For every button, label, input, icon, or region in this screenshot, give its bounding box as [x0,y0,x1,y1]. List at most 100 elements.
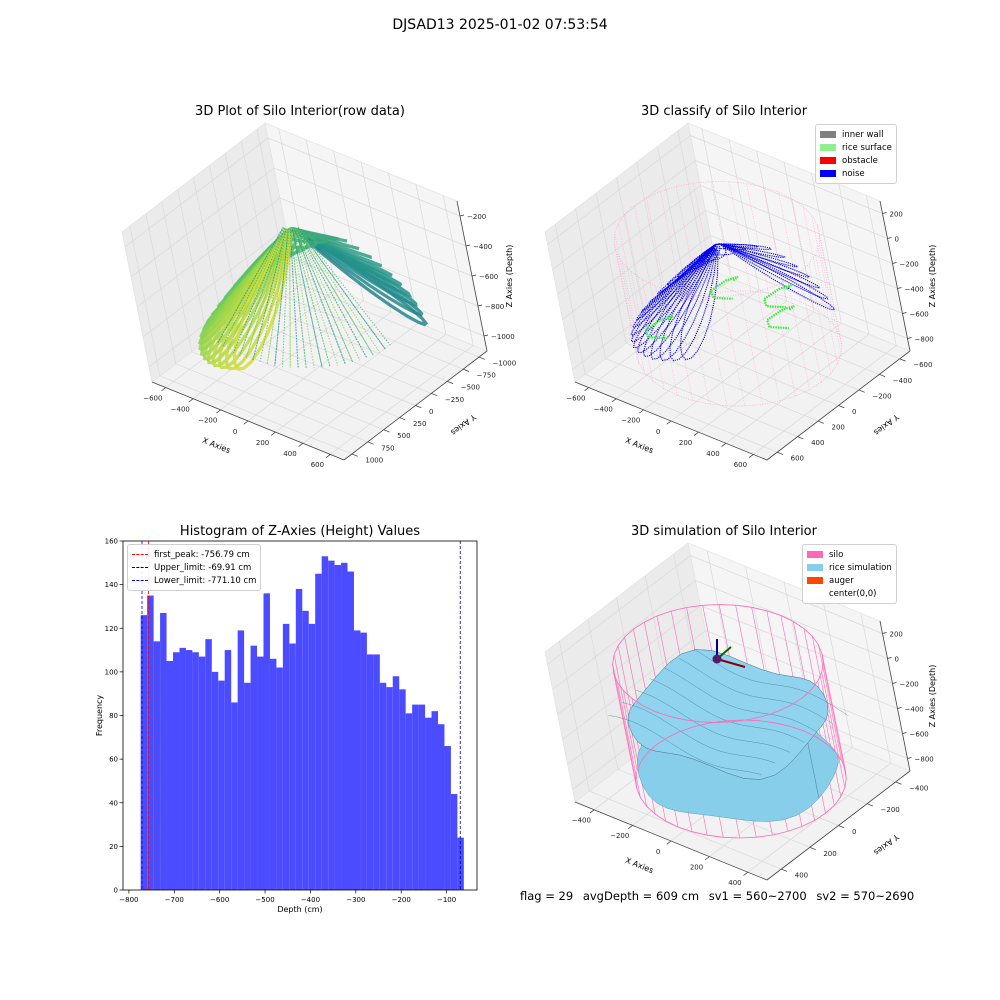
histogram-bar [437,724,445,890]
legend-label: center(0,0) [829,588,877,599]
classify-rice-fragment [765,305,795,330]
raw-scan-row-far [217,226,284,344]
classify-grid-z [557,185,893,295]
raw-xtick-mark [270,431,276,436]
sim-silo-wall-line [623,690,647,807]
classify-wall-line [618,223,641,334]
histogram-bar [224,650,232,890]
classify-noise-row [717,243,760,248]
raw-ytick-mark [367,441,374,445]
classify-wall-line [704,296,728,406]
classify-wall-line [634,205,657,316]
classify-grid-z [567,235,903,345]
classify-wall-line [613,243,637,353]
sim-ytick-mark [809,846,816,850]
sim-silo-wall-line [812,636,836,752]
raw-scan-row-far [293,228,346,365]
raw-ytick-label: 750 [381,444,394,452]
histogram-bar [295,588,303,890]
histogram-bar [244,682,251,890]
raw-xtick-label: −400 [171,406,190,414]
raw-xtick-label: 400 [283,450,296,458]
raw-scan-row-far [281,229,290,367]
classify-ytick-mark [879,374,886,378]
raw-z-axis-label: Z Axies (Depth) [505,245,514,308]
raw-scan-row-far [295,228,368,359]
raw-ytick-label: −1000 [492,360,516,368]
histogram-ytick-label: 20 [109,843,118,851]
sim-legend-entry: rice simulation [807,561,892,574]
raw-ytick-mark [463,368,470,372]
classify-rice-fragment [709,275,739,300]
sim-rice-mesh [664,668,819,734]
raw-grid-z [130,167,467,278]
classify-legend-entry: inner wall [820,128,892,141]
legend-swatch [820,157,836,164]
legend-label: noise [842,168,865,179]
classify-wall-line [614,233,637,343]
legend-swatch [820,131,836,138]
histogram-bar [205,639,212,890]
histogram-bar [231,702,238,890]
classify-ztick-label: 200 [890,211,903,219]
raw-grid-x [330,195,474,455]
raw-x-axis-label: X Axies [201,436,232,455]
legend-swatch [820,144,836,151]
histogram-bar [425,717,432,890]
histogram-ytick-label: 160 [105,538,118,546]
classify-noise-row [630,245,715,343]
raw-y-axis-label: Y Axies [449,412,478,437]
raw-scan-row-far [295,228,361,361]
raw-scan-row [206,230,291,365]
sim-rice-mesh [679,658,834,725]
raw-y-axis-line [343,350,488,461]
legend-line-swatch [132,554,148,555]
classify-ztick-label: 0 [895,236,899,244]
classify-wall-line [808,263,832,374]
histogram-bar [328,560,335,890]
sim-rice-mesh [636,690,790,753]
histogram-xtick-label: −800 [119,896,138,904]
sim-grid-y [587,619,811,848]
raw-scan-row [217,230,292,370]
classify-ytick-mark [777,451,784,455]
legend-label: auger [829,575,854,586]
simulation-plot-title: 3D simulation of Silo Interior [631,524,817,539]
raw-xtick-mark [188,398,194,403]
sim-z-axis-line [879,620,911,772]
classify-y-axis-label: Y Axies [872,412,901,437]
legend-swatch [807,577,823,584]
histogram-bar [347,571,354,890]
classify-y-axis-line [766,350,911,461]
sim-ytick-label: −400 [909,784,928,792]
sim-xtick-label: 0 [656,848,660,856]
classify-xtick-mark [639,409,644,414]
classify-grid-x [753,195,897,455]
classify-xtick-label: −600 [566,394,585,402]
histogram-xtick-label: −400 [301,896,320,904]
raw-ytick-mark [447,380,454,384]
histogram-bar [257,656,264,890]
sim-ztick-mark [887,657,892,659]
classify-xtick-label: −400 [594,406,613,414]
classify-noise-row [714,243,748,251]
classify-xtick-mark [721,443,727,447]
classify-grid-y [677,130,900,360]
status-footer: flag = 29 avgDepth = 609 cm sv1 = 560~27… [520,889,920,903]
sim-ytick-label: 200 [823,850,836,858]
histogram-ytick-label: 40 [109,799,118,807]
raw-scan-row-far [232,227,286,354]
classify-wall-line [746,183,769,294]
classify-z-axis-label: Z Axies (Depth) [928,245,937,308]
histogram-bar [321,556,329,890]
sim-silo-wall-line [818,644,842,761]
figure-title: DJSAD13 2025-01-02 07:53:54 [392,17,608,33]
legend-swatch [820,170,836,177]
flag-text: flag = 29 [520,889,574,903]
raw-grid-z [124,137,461,248]
classify-wall-line [660,191,683,302]
histogram-xtick-label: −700 [165,896,184,904]
sim-rice-mesh [693,648,849,716]
sim-center-marker [712,654,722,664]
classify-noise-row [659,247,718,362]
